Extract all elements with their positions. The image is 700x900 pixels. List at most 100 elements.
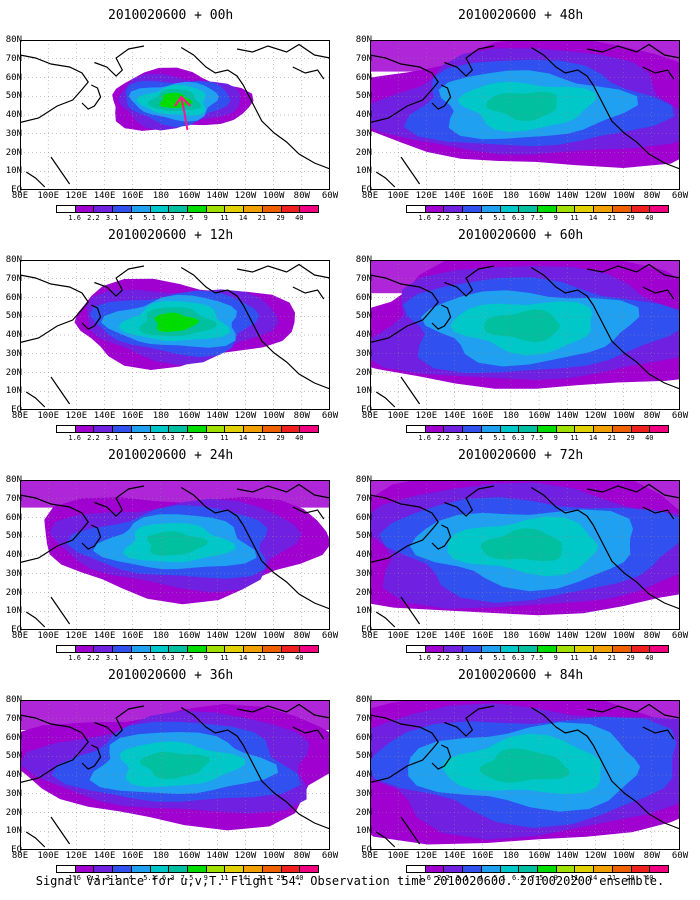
longitude-label: 60W — [671, 631, 689, 641]
colorbar-label: 40 — [295, 214, 304, 222]
colorbar-swatch — [424, 865, 445, 873]
colorbar-label: 29 — [626, 214, 635, 222]
colorbar-swatch — [224, 205, 245, 213]
longitude-label: 140W — [206, 191, 229, 201]
colorbar-label: 4 — [128, 434, 133, 442]
variance-map — [370, 480, 680, 630]
longitude-label: 80W — [293, 851, 310, 861]
coastline — [81, 744, 102, 770]
colorbar-swatch — [261, 865, 282, 873]
longitude-label: 140W — [206, 631, 229, 641]
latitude-label: 30N — [5, 128, 22, 139]
latitude-label: 50N — [5, 751, 22, 762]
longitude-label: 100W — [612, 191, 635, 201]
latitude-label: 70N — [355, 53, 372, 64]
longitude-label: 80W — [293, 191, 310, 201]
longitude-label: 80E — [11, 191, 29, 201]
longitude-label: 100E — [37, 411, 60, 421]
colorbar-swatch — [424, 425, 445, 433]
coastline — [370, 274, 439, 344]
latitude-label: 20N — [5, 147, 22, 158]
coastline — [236, 263, 330, 279]
colorbar-swatch — [205, 645, 226, 653]
latitude-label: 80N — [5, 35, 22, 45]
colorbar-swatch — [462, 425, 482, 433]
colorbar-swatch — [243, 205, 263, 213]
colorbar-label: 2.2 — [87, 434, 100, 442]
variance-contour-fill — [139, 751, 210, 780]
latitude-label: 20N — [5, 587, 22, 598]
colorbar-swatch — [611, 645, 632, 653]
colorbar-label: 5.1 — [143, 214, 156, 222]
colorbar-label: 7.5 — [180, 434, 194, 442]
colorbar-swatch — [537, 425, 557, 433]
coastline — [236, 483, 330, 499]
colorbar-swatch — [224, 865, 245, 873]
colorbar-swatch — [443, 205, 464, 213]
colorbar-label: 5.1 — [493, 874, 506, 882]
colorbar-swatch — [480, 645, 501, 653]
forecast-panel: 2010020600 + 36h 80N 70N 60N 50N 40N 30N 20N 10N… — [6, 668, 350, 883]
latitude-label: 30N — [5, 788, 22, 799]
latitude-label: 80N — [5, 255, 22, 265]
longitude-label: 140E — [93, 851, 116, 861]
colorbar-label: 6.3 — [161, 654, 175, 662]
variance-map — [370, 260, 680, 410]
variance-contour-fill — [480, 528, 562, 562]
colorbar-swatch — [555, 425, 576, 433]
colorbar-label: 1.6 — [68, 434, 82, 442]
colorbar-label: 7.5 — [180, 214, 194, 222]
colorbar-label: 7.5 — [180, 874, 194, 882]
latitude-label: EQ — [11, 405, 22, 415]
longitude-label: 100W — [262, 851, 285, 861]
latitude-label: 80N — [355, 35, 372, 45]
coastline — [642, 66, 675, 80]
colorbar-swatch — [424, 645, 445, 653]
forecast-panel: 2010020600 + 12h 80N 70N 60N 50N 40N 30N 20N 10N… — [6, 228, 350, 443]
colorbar-label: 21 — [607, 434, 617, 442]
colorbar-swatch — [187, 645, 207, 653]
latitude-label: 50N — [355, 531, 372, 542]
coastline — [81, 304, 102, 330]
colorbar-swatch — [93, 425, 114, 433]
colorbar-label: 3.1 — [455, 434, 469, 442]
forecast-panel: 2010020600 + 24h 80N 70N 60N 50N 40N 30N 20N 10N… — [6, 448, 350, 663]
colorbar-swatch — [93, 205, 114, 213]
colorbar-label: 6.3 — [511, 434, 525, 442]
flight-track — [174, 95, 192, 131]
latitude-label: 10N — [5, 386, 22, 397]
longitude-label: 180 — [152, 631, 170, 641]
longitude-label: 120E — [415, 851, 438, 861]
longitude-label: 100E — [37, 631, 60, 641]
colorbar-swatch — [299, 865, 319, 873]
longitude-label: 160W — [528, 411, 550, 421]
longitude-label: 160W — [178, 411, 200, 421]
colorbar-label: 40 — [295, 874, 304, 882]
coastline — [20, 274, 89, 344]
coastline — [400, 596, 421, 625]
colorbar-label: 3.1 — [455, 654, 469, 662]
longitude-label: 140W — [206, 851, 229, 861]
colorbar-label: 9 — [553, 214, 558, 222]
coastline — [242, 304, 330, 390]
colorbar-label: 3.1 — [105, 874, 119, 882]
colorbar-swatch — [574, 865, 595, 873]
longitude-label: 60W — [321, 631, 339, 641]
latitude-label: 50N — [355, 311, 372, 322]
colorbar-label: 3.1 — [105, 214, 119, 222]
colorbar-label: 14 — [238, 874, 248, 882]
longitude-label: 100E — [37, 851, 60, 861]
variance-contour-fill — [154, 312, 199, 332]
coastline — [642, 726, 675, 740]
latitude-label: 10N — [5, 606, 22, 617]
longitude-label: 140E — [93, 631, 116, 641]
longitude-label: 120E — [415, 191, 438, 201]
longitude-label: 80E — [361, 851, 379, 861]
coastline — [25, 611, 46, 628]
latitude-label: 40N — [5, 330, 22, 340]
colorbar-swatch — [630, 425, 651, 433]
latitude-label: 50N — [355, 91, 372, 102]
latitude-label: 70N — [355, 273, 372, 284]
colorbar-swatch — [462, 865, 482, 873]
coastline — [592, 304, 680, 390]
